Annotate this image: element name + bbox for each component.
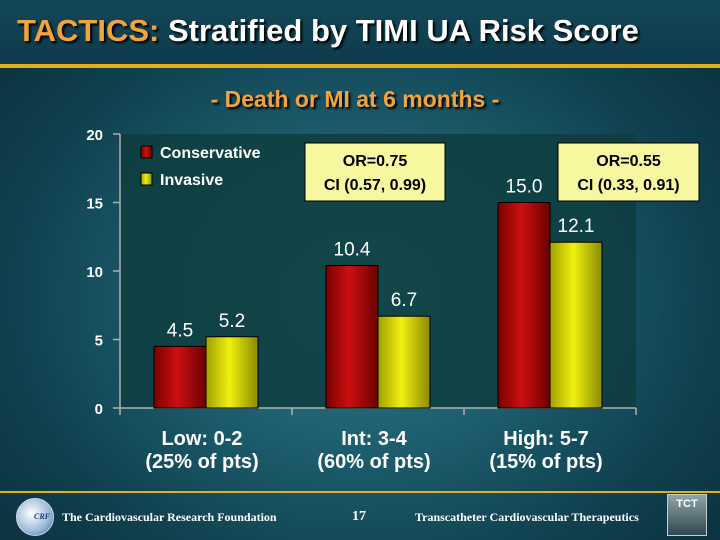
legend-swatch-conservative — [140, 145, 153, 159]
data-label: 6.7 — [391, 290, 417, 311]
y-tick-label: 0 — [95, 401, 103, 418]
x-category-label: (15% of pts) — [489, 451, 602, 473]
confidence-interval-text: CI (0.57, 0.99) — [324, 177, 426, 194]
bar-conservative — [153, 345, 207, 409]
legend-label-invasive: Invasive — [160, 172, 223, 189]
legend-swatch-invasive — [140, 172, 153, 186]
tct-logo: TCT — [667, 494, 707, 536]
bar-conservative — [497, 202, 551, 409]
bar-invasive — [549, 241, 603, 409]
odds-ratio-box — [557, 142, 700, 202]
footer-conference: Transcatheter Cardiovascular Therapeutic… — [415, 510, 639, 524]
bar-invasive — [205, 336, 259, 409]
confidence-interval-text: CI (0.33, 0.91) — [577, 177, 679, 194]
odds-ratio-box — [304, 142, 446, 202]
data-label: 15.0 — [506, 177, 543, 198]
x-category-label: High: 5-7 — [503, 428, 589, 450]
title-underline — [0, 64, 720, 68]
x-category-label: (25% of pts) — [145, 451, 258, 473]
crf-logo-text: CRF — [34, 512, 51, 521]
x-category-label: Int: 3-4 — [341, 428, 407, 450]
footer-divider — [0, 491, 720, 493]
crf-logo: CRF — [16, 498, 54, 536]
data-label: 10.4 — [334, 240, 371, 261]
tct-logo-text: TCT — [676, 498, 698, 510]
bar-invasive — [377, 315, 431, 409]
data-label: 5.2 — [219, 311, 245, 332]
y-tick-label: 5 — [95, 333, 103, 350]
y-tick-label: 10 — [86, 264, 103, 281]
y-tick-label: 15 — [86, 196, 103, 213]
data-label: 4.5 — [167, 320, 193, 341]
data-label: 12.1 — [558, 216, 595, 237]
odds-ratio-text: OR=0.75 — [343, 153, 408, 170]
bar-conservative — [325, 265, 379, 409]
page-number: 17 — [352, 509, 366, 524]
slide-title-accent: TACTICS: — [17, 13, 160, 48]
y-tick-label: 20 — [86, 127, 103, 144]
x-category-label: (60% of pts) — [317, 451, 430, 473]
slide-subtitle: - Death or MI at 6 months - — [210, 86, 500, 112]
slide-title: TACTICS: Stratified by TIMI UA Risk Scor… — [17, 13, 639, 49]
x-category-label: Low: 0-2 — [161, 428, 242, 450]
footer-organization: The Cardiovascular Research Foundation — [62, 510, 277, 524]
odds-ratio-text: OR=0.55 — [596, 153, 661, 170]
legend-label-conservative: Conservative — [160, 145, 261, 162]
slide-title-rest: Stratified by TIMI UA Risk Score — [159, 13, 639, 48]
title-bar — [0, 0, 720, 68]
